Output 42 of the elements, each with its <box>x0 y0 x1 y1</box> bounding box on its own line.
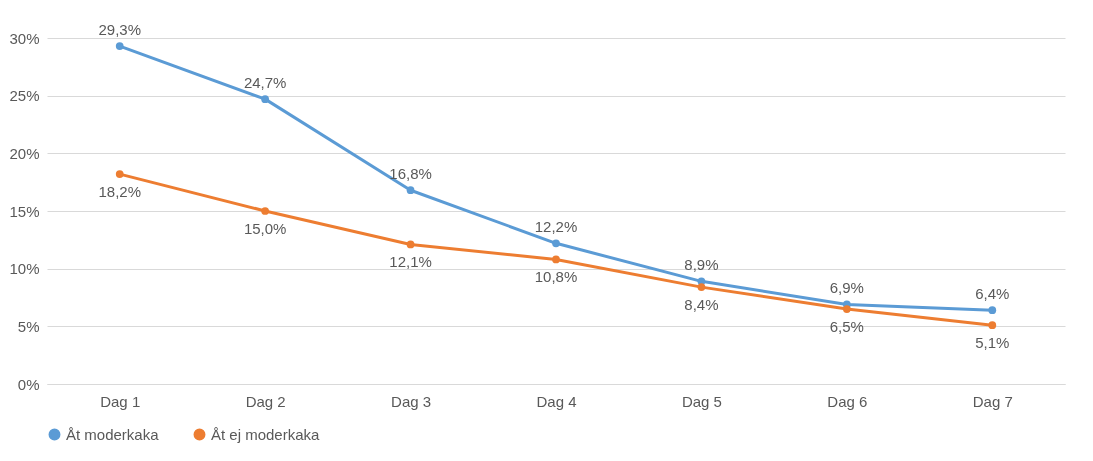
data-label: 15,0% <box>243 220 287 237</box>
data-label: 12,1% <box>389 253 432 271</box>
point <box>406 240 415 249</box>
x-tick-label: Dag 3 <box>391 392 432 410</box>
y-tick-label: 5% <box>17 317 40 335</box>
y-tick-label: 10% <box>9 260 40 278</box>
x-tick-label: Dag 6 <box>827 392 868 410</box>
x-tick-label: Dag 7 <box>972 392 1013 410</box>
x-tick-label: Dag 5 <box>681 392 722 410</box>
y-tick-label: 15% <box>9 202 40 220</box>
x-tick-label: Dag 4 <box>536 392 577 410</box>
data-label: 16,8% <box>389 165 432 183</box>
point <box>552 239 560 248</box>
data-label: 18,2% <box>98 183 141 201</box>
data-label: 6,9% <box>829 279 864 297</box>
legend-label: Åt moderkaka <box>66 425 160 443</box>
data-label: 6,5% <box>829 318 864 336</box>
point <box>261 95 270 103</box>
point <box>842 305 851 313</box>
data-label: 24,7% <box>243 74 287 92</box>
data-label: 8,9% <box>684 256 719 274</box>
data-label: 5,1% <box>975 334 1010 352</box>
point <box>115 42 124 50</box>
y-tick-label: 30% <box>9 29 40 47</box>
point <box>261 207 270 215</box>
legend-label: Åt ej moderkaka <box>211 425 321 443</box>
y-tick-label: 0% <box>17 375 40 393</box>
point <box>406 186 415 195</box>
data-label: 29,3% <box>98 21 141 39</box>
point <box>697 283 706 291</box>
x-tick-label: Dag 2 <box>245 392 286 410</box>
point <box>988 306 997 315</box>
data-label: 12,2% <box>534 218 578 236</box>
point <box>115 170 124 178</box>
data-label: 10,8% <box>534 268 578 286</box>
data-label: 8,4% <box>684 296 719 314</box>
data-label: 6,4% <box>975 285 1010 303</box>
y-tick-label: 25% <box>9 87 40 105</box>
point <box>988 321 997 330</box>
point <box>552 255 560 264</box>
x-tick-label: Dag 1 <box>100 392 141 410</box>
y-tick-label: 20% <box>9 144 40 162</box>
